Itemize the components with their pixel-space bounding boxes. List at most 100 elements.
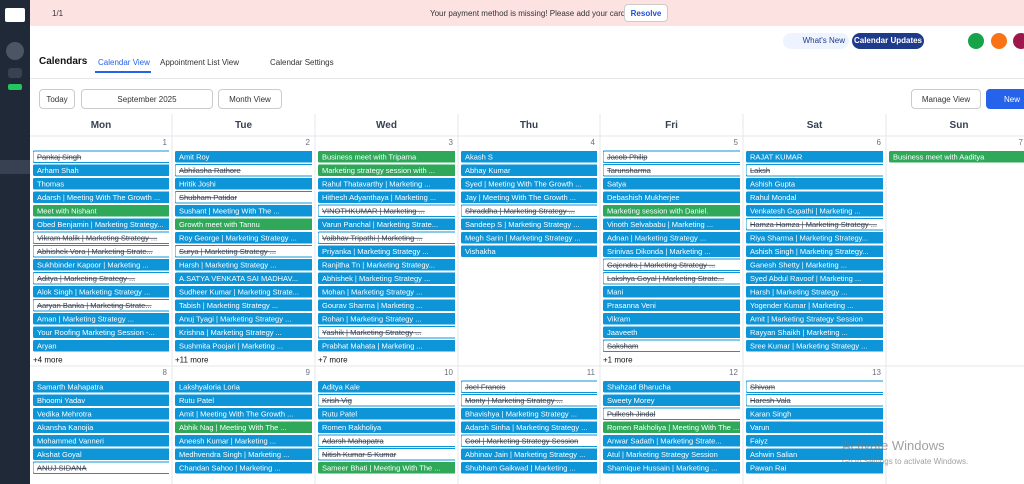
event-label[interactable]: Chandan Sahoo | Marketing ...	[179, 464, 281, 473]
active-nav[interactable]	[0, 160, 30, 174]
month-picker[interactable]: September 2025	[81, 89, 213, 109]
event-label[interactable]: Lakshya Goyal | Marketing Strate...	[607, 274, 724, 283]
event-label[interactable]: VINOTHKUMAR | Marketing ...	[322, 207, 425, 216]
event-label[interactable]: Krishna | Marketing Strategy ...	[179, 328, 282, 337]
event-label[interactable]: Anuj Tyagi | Marketing Strategy ...	[179, 315, 291, 324]
event-label[interactable]: Ashwin Salian	[750, 450, 797, 459]
event-label[interactable]: Jay | Meeting With The Growth ...	[465, 193, 576, 202]
event-label[interactable]: Monty | Marketing Strategy ...	[465, 396, 563, 405]
event-label[interactable]: Vikram	[607, 315, 630, 324]
event-label[interactable]: Surya | Marketing Strategy ...	[179, 247, 276, 256]
event-label[interactable]: Varun Panchal | Marketing Strate...	[322, 220, 438, 229]
event-label[interactable]: Romen Rakholiya | Meeting With The ...	[607, 423, 739, 432]
event-label[interactable]: Shubham Patidar	[179, 193, 237, 202]
event-label[interactable]: Gourav Sharma | Marketing ...	[322, 301, 422, 310]
search-icon[interactable]	[8, 68, 22, 78]
event-label[interactable]: Rohan | Marketing Strategy ...	[322, 315, 422, 324]
more-link[interactable]: +1 more	[603, 356, 633, 365]
event-label[interactable]: Obed Benjamin | Marketing Strategy...	[37, 220, 163, 229]
event-label[interactable]: Hamza Hamza | Marketing Strategy ...	[750, 220, 877, 229]
event-label[interactable]: Abhay Kumar	[465, 166, 511, 175]
event-label[interactable]: Nitish Kumar S Kumar	[322, 450, 397, 459]
event-label[interactable]: Karan Singh	[750, 410, 791, 419]
event-label[interactable]: Sandeep S | Marketing Strategy ...	[465, 220, 580, 229]
event-label[interactable]: Cool | Marketing Strategy Session	[465, 437, 578, 446]
view-select[interactable]: Month View	[218, 89, 282, 109]
event-label[interactable]: Faiyz	[750, 437, 768, 446]
event-label[interactable]: Shubham Gaikwad | Marketing ...	[465, 464, 576, 473]
event-label[interactable]: Pankaj Singh	[37, 153, 81, 162]
event-label[interactable]: Haresh Vala	[750, 396, 792, 405]
event-label[interactable]: Varun	[750, 423, 769, 432]
resolve-button[interactable]: Resolve	[624, 4, 668, 22]
tab[interactable]: Calendar View	[98, 58, 150, 67]
event-label[interactable]: Riya Sharma | Marketing Strategy...	[750, 234, 868, 243]
event-label[interactable]: Pulkesh Jindal	[607, 410, 656, 419]
icon[interactable]	[6, 42, 24, 60]
event-label[interactable]: Rutu Patel	[322, 410, 357, 419]
add-icon[interactable]	[8, 84, 22, 90]
event-label[interactable]: Shraddha | Marketing Strategy ...	[465, 207, 575, 216]
event-label[interactable]: Business meet with Aaditya	[893, 153, 985, 162]
event-label[interactable]: Your Roofing Marketing Session -...	[37, 328, 155, 337]
event-label[interactable]: Vedika Mehrotra	[37, 410, 92, 419]
event-label[interactable]: Alok Singh | Marketing Strategy ...	[37, 288, 150, 297]
event-label[interactable]: Yashik | Marketing Strategy ...	[322, 328, 421, 337]
more-link[interactable]: +11 more	[175, 356, 209, 365]
event-label[interactable]: Abhilasha Rathore	[179, 166, 241, 175]
event-label[interactable]: Megh Sarin | Marketing Strategy ...	[465, 234, 581, 243]
event-label[interactable]: Hithesh Adyanthaya | Marketing ...	[322, 193, 436, 202]
event-label[interactable]: Abhinav Jain | Marketing Strategy ...	[465, 450, 585, 459]
event-label[interactable]: Arham Shah	[37, 166, 79, 175]
event-label[interactable]: ANUJ SIDANA	[37, 464, 87, 473]
event-label[interactable]: Vikram Malik | Marketing Strategy ...	[37, 234, 157, 243]
event-label[interactable]: Hritik Joshi	[179, 180, 216, 189]
event-label[interactable]: Harsh | Marketing Strategy ...	[179, 261, 276, 270]
event-label[interactable]: Ranjitha Tn | Marketing Strategy...	[322, 261, 435, 270]
event-label[interactable]: Aneesh Kumar | Marketing ...	[179, 437, 276, 446]
phone-icon[interactable]	[968, 33, 984, 49]
event-label[interactable]: Amit Roy	[179, 153, 210, 162]
event-label[interactable]: Atul | Marketing Strategy Session	[607, 450, 718, 459]
event-label[interactable]: Yogender Kumar | Marketing ...	[750, 301, 853, 310]
event-label[interactable]: Ashish Singh | Marketing Strategy...	[750, 247, 869, 256]
event-label[interactable]: Meet with Nishant	[37, 207, 98, 216]
bell-icon[interactable]	[991, 33, 1007, 49]
event-label[interactable]: Sameer Bhati | Meeting With The ...	[322, 464, 441, 473]
event-label[interactable]: Sukhbinder Kapoor | Marketing ...	[37, 261, 149, 270]
event-label[interactable]: Aman | Marketing Strategy ...	[37, 315, 134, 324]
event-label[interactable]: Marketing session with Daniel.	[607, 207, 708, 216]
event-label[interactable]: RAJAT KUMAR	[750, 153, 803, 162]
more-link[interactable]: +4 more	[33, 356, 63, 365]
event-label[interactable]: Krish Vig	[322, 396, 352, 405]
event-label[interactable]: Rayyan Shaikh | Marketing ...	[750, 328, 848, 337]
more-link[interactable]: +7 more	[318, 356, 348, 365]
event-label[interactable]: Akshat Goyal	[37, 450, 82, 459]
event-label[interactable]: Aaryan Banka | Marketing Strate...	[37, 301, 152, 310]
event-label[interactable]: Amit | Meeting With The Growth ...	[179, 410, 293, 419]
event-label[interactable]: Syed Abdul Ravoof | Marketing ...	[750, 274, 861, 283]
event-label[interactable]: Shamique Hussain | Marketing ...	[607, 464, 717, 473]
event-label[interactable]: Syed | Meeting With The Growth ...	[465, 180, 581, 189]
manage-view[interactable]: Manage View	[911, 89, 981, 109]
event-label[interactable]: Mani	[607, 288, 624, 297]
event-label[interactable]: Tarunsharma	[607, 166, 652, 175]
event-label[interactable]: Venkatesh Gopathi | Marketing ...	[750, 207, 861, 216]
event-label[interactable]: Laksh	[750, 166, 770, 175]
event-label[interactable]: Joel Francis	[465, 383, 506, 392]
event-label[interactable]: Adarsh Mahapatra	[322, 437, 385, 446]
event-label[interactable]: Rahul Thatavarthy | Marketing ...	[322, 180, 431, 189]
event-label[interactable]: Akash S	[465, 153, 493, 162]
event-label[interactable]: Sree Kumar | Marketing Strategy ...	[750, 342, 867, 351]
event-label[interactable]: Jaaveeth	[607, 328, 637, 337]
event-label[interactable]: Jacob Philip	[607, 153, 647, 162]
event-label[interactable]: Sweety Morey	[607, 396, 655, 405]
event-label[interactable]: Prabhat Mahata | Marketing ...	[322, 342, 423, 351]
event-label[interactable]: Anwar Sadath | Marketing Strate...	[607, 437, 722, 446]
event-label[interactable]: Adnan | Marketing Strategy ...	[607, 234, 706, 243]
event-label[interactable]: Vaibhav Tripathi | Marketing ...	[322, 234, 423, 243]
event-label[interactable]: Marketing strategy session with ...	[322, 166, 435, 175]
event-label[interactable]: Srinivas Dikonda | Marketing ...	[607, 247, 711, 256]
calendar-updates[interactable]: Calendar Updates	[852, 33, 924, 49]
event-label[interactable]: Priyanka | Marketing Strategy ...	[322, 247, 429, 256]
